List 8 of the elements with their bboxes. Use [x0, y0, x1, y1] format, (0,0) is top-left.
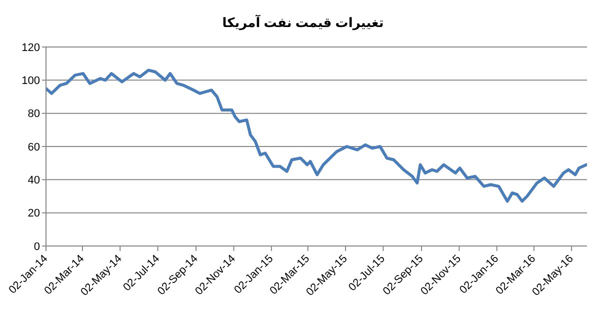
chart-title: تغییرات قیمت نفت آمریکا: [221, 14, 385, 32]
y-tick-label: 80: [28, 108, 40, 120]
y-tick-label: 120: [22, 42, 40, 54]
y-tick-label: 20: [28, 208, 40, 220]
y-tick-label: 40: [28, 174, 40, 187]
y-tick-label: 60: [28, 141, 40, 154]
y-tick-label: 100: [22, 75, 40, 88]
y-tick-label: 0: [34, 240, 40, 253]
